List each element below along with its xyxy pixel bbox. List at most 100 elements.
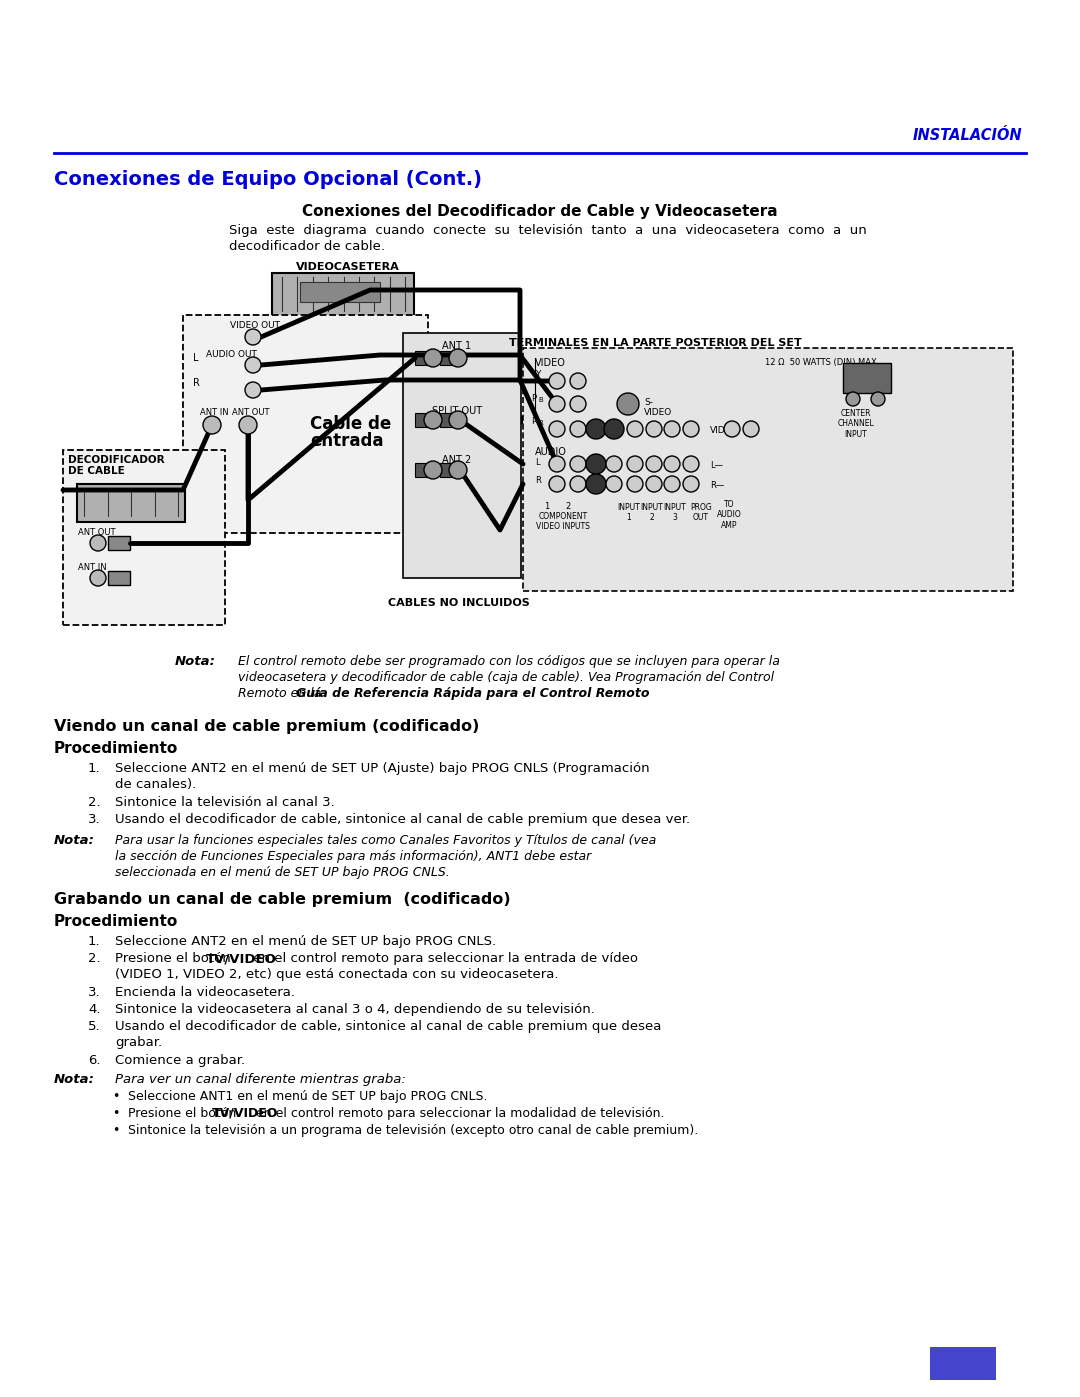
Circle shape — [617, 393, 639, 415]
Circle shape — [549, 455, 565, 472]
Text: AUDIO: AUDIO — [535, 447, 567, 457]
Circle shape — [664, 455, 680, 472]
Text: Remoto en la: Remoto en la — [238, 687, 325, 700]
Text: INSTALACIÓN: INSTALACIÓN — [913, 129, 1022, 142]
Text: TO
AUDIO
AMP: TO AUDIO AMP — [717, 500, 742, 529]
Text: DE CABLE: DE CABLE — [68, 467, 125, 476]
Circle shape — [646, 420, 662, 437]
Circle shape — [549, 420, 565, 437]
Text: INPUT
1: INPUT 1 — [617, 503, 639, 522]
Text: 2.: 2. — [87, 796, 100, 809]
Text: ANT OUT: ANT OUT — [78, 528, 116, 536]
Text: VIDEO: VIDEO — [710, 426, 739, 434]
Text: 4.: 4. — [87, 1003, 100, 1016]
Circle shape — [683, 476, 699, 492]
Text: Siga  este  diagrama  cuando  conecte  su  televisión  tanto  a  una  videocaset: Siga este diagrama cuando conecte su tel… — [229, 224, 867, 237]
Text: ANT IN: ANT IN — [78, 563, 107, 571]
Text: •: • — [112, 1125, 120, 1137]
Circle shape — [724, 420, 740, 437]
Text: Comience a grabar.: Comience a grabar. — [114, 1053, 245, 1067]
Text: R: R — [193, 379, 200, 388]
Text: Sintonice la videocasetera al canal 3 o 4, dependiendo de su televisión.: Sintonice la videocasetera al canal 3 o … — [114, 1003, 595, 1016]
Text: 12 Ω  50 WATTS (DIN) MAX.: 12 Ω 50 WATTS (DIN) MAX. — [765, 358, 879, 367]
Bar — [63, 450, 225, 624]
Bar — [440, 351, 460, 365]
Text: en el control remoto para seleccionar la modalidad de televisión.: en el control remoto para seleccionar la… — [252, 1106, 664, 1120]
Bar — [77, 483, 185, 522]
Text: R—: R— — [710, 481, 725, 490]
Text: PROG
OUT: PROG OUT — [690, 503, 712, 522]
Text: B: B — [538, 397, 543, 402]
Circle shape — [586, 474, 606, 495]
Text: 1.: 1. — [87, 761, 100, 775]
Circle shape — [646, 455, 662, 472]
Text: L: L — [535, 458, 540, 467]
Text: TV/VIDEO: TV/VIDEO — [213, 1106, 279, 1120]
Text: Sintonice la televisión al canal 3.: Sintonice la televisión al canal 3. — [114, 796, 335, 809]
Text: Sintonice la televisión a un programa de televisión (excepto otro canal de cable: Sintonice la televisión a un programa de… — [129, 1125, 699, 1137]
Bar — [440, 462, 460, 476]
Text: Viendo un canal de cable premium (codificado): Viendo un canal de cable premium (codifi… — [54, 719, 480, 733]
Text: Y: Y — [535, 370, 540, 379]
Circle shape — [245, 330, 261, 345]
Circle shape — [245, 381, 261, 398]
Text: COMPONENT
VIDEO INPUTS: COMPONENT VIDEO INPUTS — [536, 511, 590, 531]
Text: Para ver un canal diferente mientras graba:: Para ver un canal diferente mientras gra… — [114, 1073, 406, 1085]
Circle shape — [570, 395, 586, 412]
Text: R: R — [535, 476, 541, 485]
Text: 1      2: 1 2 — [545, 502, 571, 511]
Text: Conexiones de Equipo Opcional (Cont.): Conexiones de Equipo Opcional (Cont.) — [54, 170, 482, 189]
Text: Nota:: Nota: — [54, 834, 95, 847]
Text: INPUT
2: INPUT 2 — [640, 503, 663, 522]
Circle shape — [549, 476, 565, 492]
Text: en el control remoto para seleccionar la entrada de vídeo: en el control remoto para seleccionar la… — [248, 951, 637, 965]
Text: decodificador de cable.: decodificador de cable. — [229, 240, 384, 253]
Bar — [300, 282, 380, 302]
Bar — [440, 414, 460, 427]
Circle shape — [664, 420, 680, 437]
Text: Cable de: Cable de — [310, 415, 391, 433]
Text: Procedimiento: Procedimiento — [54, 740, 178, 756]
Text: ANT 2: ANT 2 — [443, 455, 472, 465]
Text: El control remoto debe ser programado con los códigos que se incluyen para opera: El control remoto debe ser programado co… — [238, 655, 780, 668]
Text: CENTER
CHANNEL
INPUT: CENTER CHANNEL INPUT — [838, 409, 875, 439]
Circle shape — [683, 455, 699, 472]
Circle shape — [239, 416, 257, 434]
Text: VIDEO OUT: VIDEO OUT — [230, 321, 280, 330]
Text: L: L — [193, 353, 199, 363]
Text: P: P — [531, 416, 536, 426]
Text: Conexiones del Decodificador de Cable y Videocasetera: Conexiones del Decodificador de Cable y … — [302, 204, 778, 219]
Circle shape — [570, 420, 586, 437]
Text: 3.: 3. — [87, 813, 100, 826]
Text: VIDEO: VIDEO — [535, 358, 566, 367]
Bar — [415, 351, 435, 365]
Text: AUDIO OUT: AUDIO OUT — [206, 351, 257, 359]
Text: Encienda la videocasetera.: Encienda la videocasetera. — [114, 986, 295, 999]
Text: grabar.: grabar. — [114, 1037, 162, 1049]
Text: Guía de Referencia Rápida para el Control Remoto: Guía de Referencia Rápida para el Contro… — [296, 687, 650, 700]
Text: 1.: 1. — [87, 935, 100, 949]
Bar — [108, 571, 130, 585]
Circle shape — [870, 393, 885, 407]
Text: INPUT
3: INPUT 3 — [663, 503, 686, 522]
Circle shape — [743, 420, 759, 437]
Text: la sección de Funciones Especiales para más información), ANT1 debe estar: la sección de Funciones Especiales para … — [114, 849, 591, 863]
Text: Procedimiento: Procedimiento — [54, 914, 178, 929]
Text: videocasetera y decodificador de cable (caja de cable). Vea Programación del Con: videocasetera y decodificador de cable (… — [238, 671, 774, 685]
Circle shape — [424, 349, 442, 367]
Text: VIDEOCASETERA: VIDEOCASETERA — [296, 263, 400, 272]
Circle shape — [664, 476, 680, 492]
Text: ANT OUT: ANT OUT — [232, 408, 270, 416]
Circle shape — [549, 373, 565, 388]
Text: •: • — [112, 1090, 120, 1104]
Text: 3.: 3. — [87, 986, 100, 999]
Text: VIDEO: VIDEO — [644, 408, 672, 416]
Circle shape — [424, 461, 442, 479]
Bar — [930, 1347, 996, 1380]
Circle shape — [646, 476, 662, 492]
Bar — [843, 363, 891, 393]
Text: Usando el decodificador de cable, sintonice al canal de cable premium que desea: Usando el decodificador de cable, sinton… — [114, 1020, 661, 1032]
Text: 9: 9 — [955, 1350, 971, 1369]
Circle shape — [570, 476, 586, 492]
Circle shape — [627, 455, 643, 472]
